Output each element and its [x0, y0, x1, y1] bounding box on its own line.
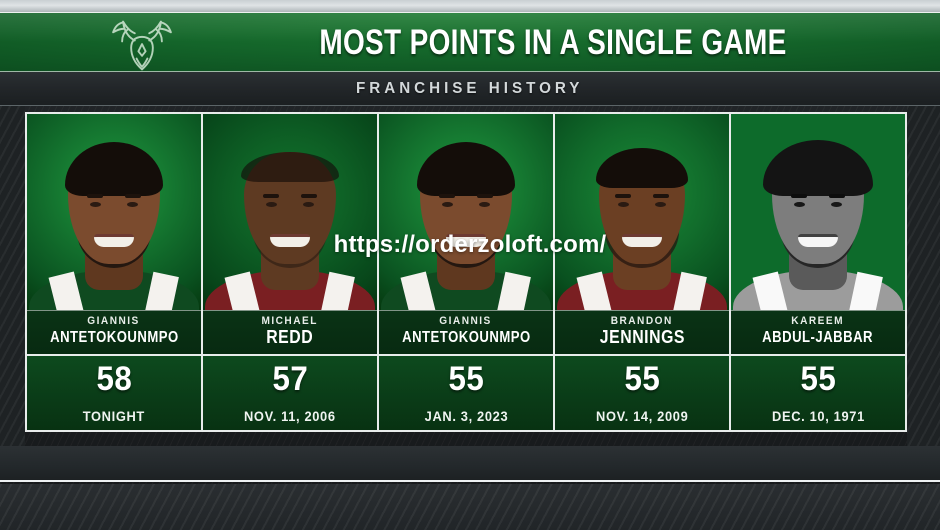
left-texture-margin	[0, 106, 25, 446]
player-game-date: JAN. 3, 2023	[424, 408, 508, 424]
leader-column: KAREEM ABDUL-JABBAR 55 DEC. 10, 1971	[731, 114, 905, 430]
leaderboard-card: GIANNIS ANTETOKOUNMPO 58 TONIGHT	[25, 112, 907, 432]
milwaukee-bucks-deer-logo	[112, 20, 172, 71]
player-stat-band: 57 NOV. 11, 2006	[203, 354, 377, 430]
player-photo	[27, 114, 201, 310]
player-name-band: KAREEM ABDUL-JABBAR	[731, 310, 905, 354]
bottom-texture-band	[0, 484, 940, 530]
player-game-date: TONIGHT	[82, 408, 146, 424]
player-first-name: MICHAEL	[261, 315, 319, 327]
player-first-name: BRANDON	[610, 315, 674, 327]
player-stat-band: 55 JAN. 3, 2023	[379, 354, 553, 430]
player-last-name: REDD	[266, 327, 314, 347]
right-texture-margin	[907, 106, 940, 446]
player-last-name: JENNINGS	[599, 327, 685, 347]
player-name-band: BRANDON JENNINGS	[555, 310, 729, 354]
player-game-date: NOV. 11, 2006	[244, 408, 336, 424]
leader-column: MICHAEL REDD 57 NOV. 11, 2006	[203, 114, 379, 430]
player-stat-band: 55 NOV. 14, 2009	[555, 354, 729, 430]
player-photo	[203, 114, 377, 310]
player-game-date: NOV. 14, 2009	[595, 408, 689, 424]
leader-column: GIANNIS ANTETOKOUNMPO 58 TONIGHT	[27, 114, 203, 430]
player-photo	[731, 114, 905, 310]
player-stat-band: 58 TONIGHT	[27, 354, 201, 430]
leader-column: BRANDON JENNINGS 55 NOV. 14, 2009	[555, 114, 731, 430]
player-first-name: KAREEM	[791, 315, 845, 327]
player-last-name: ANTETOKOUNMPO	[401, 329, 531, 346]
player-points: 55	[448, 360, 484, 398]
player-name-band: GIANNIS ANTETOKOUNMPO	[27, 310, 201, 354]
bottom-band	[0, 446, 940, 482]
player-first-name: GIANNIS	[439, 315, 493, 327]
player-photo	[379, 114, 553, 310]
player-photo	[555, 114, 729, 310]
player-first-name: GIANNIS	[87, 315, 141, 327]
page-title: MOST POINTS IN A SINGLE GAME	[319, 23, 787, 62]
subtitle-text: FRANCHISE HISTORY	[356, 79, 584, 97]
top-accent-strip	[0, 0, 940, 12]
player-game-date: DEC. 10, 1971	[771, 408, 865, 424]
player-points: 55	[800, 360, 836, 398]
title-bar: MOST POINTS IN A SINGLE GAME	[0, 12, 940, 72]
leader-column: GIANNIS ANTETOKOUNMPO 55 JAN. 3, 2023	[379, 114, 555, 430]
player-name-band: MICHAEL REDD	[203, 310, 377, 354]
subtitle-bar: FRANCHISE HISTORY	[0, 72, 940, 106]
player-last-name: ABDUL-JABBAR	[762, 329, 874, 346]
player-points: 55	[624, 360, 660, 398]
player-last-name: ANTETOKOUNMPO	[49, 329, 179, 346]
player-points: 57	[272, 360, 308, 398]
player-stat-band: 55 DEC. 10, 1971	[731, 354, 905, 430]
player-points: 58	[96, 360, 132, 398]
player-name-band: GIANNIS ANTETOKOUNMPO	[379, 310, 553, 354]
